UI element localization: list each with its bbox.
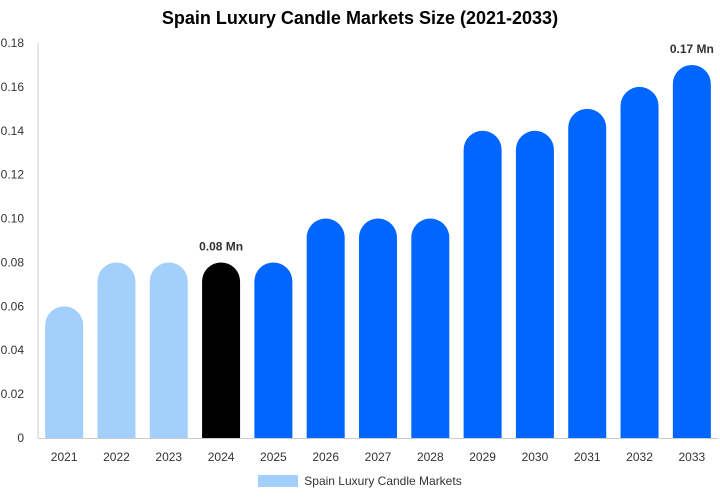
x-tick-label: 2023 (155, 450, 182, 464)
x-tick-label: 2024 (208, 450, 235, 464)
bar (359, 218, 397, 438)
y-tick-label: 0.16 (1, 80, 25, 94)
bar (97, 262, 136, 438)
y-tick-label: 0.02 (1, 387, 25, 401)
legend: Spain Luxury Candle Markets (0, 474, 720, 488)
legend-label: Spain Luxury Candle Markets (304, 474, 462, 488)
bar (463, 130, 502, 438)
x-tick-label: 2022 (103, 450, 130, 464)
bar (254, 262, 293, 438)
y-tick-label: 0 (17, 431, 24, 445)
chart-title: Spain Luxury Candle Markets Size (2021-2… (161, 8, 559, 28)
bar (672, 64, 711, 438)
x-tick-label: 2026 (312, 450, 339, 464)
y-tick-label: 0.08 (1, 255, 25, 269)
y-tick-label: 0.06 (1, 299, 25, 313)
x-tick-label: 2031 (574, 450, 601, 464)
x-tick-label: 2030 (522, 450, 549, 464)
x-tick-label: 2021 (51, 450, 78, 464)
x-tick-label: 2028 (417, 450, 444, 464)
bar (515, 130, 554, 438)
data-label: 0.17 Mn (670, 42, 714, 56)
y-tick-label: 0.14 (1, 124, 25, 138)
bar (202, 262, 241, 438)
data-label: 0.08 Mn (199, 239, 243, 253)
bar (306, 218, 345, 438)
bar (411, 218, 450, 438)
bar (45, 306, 84, 438)
y-tick-label: 0.12 (1, 168, 25, 182)
x-tick-label: 2027 (365, 450, 392, 464)
y-tick-label: 0.04 (1, 343, 25, 357)
x-tick-label: 2033 (678, 450, 705, 464)
bar (568, 108, 607, 438)
legend-swatch (258, 475, 299, 487)
x-tick-label: 2032 (626, 450, 653, 464)
bar (149, 262, 188, 438)
y-tick-label: 0.10 (1, 212, 25, 226)
x-tick-label: 2029 (469, 450, 496, 464)
bar (620, 86, 659, 438)
y-tick-label: 0.18 (1, 36, 25, 50)
x-tick-label: 2025 (260, 450, 287, 464)
